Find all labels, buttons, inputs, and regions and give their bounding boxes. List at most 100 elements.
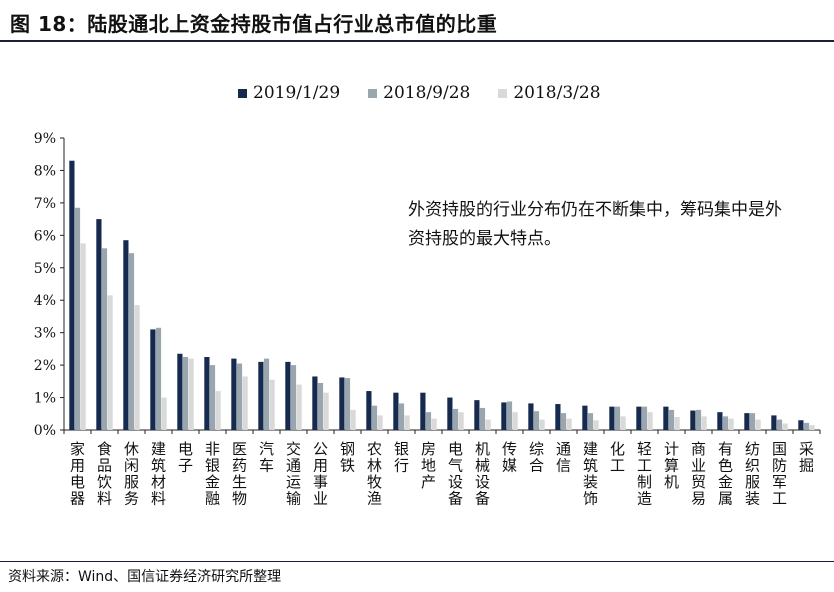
bar: [528, 403, 534, 430]
y-tick-label: 9%: [34, 131, 56, 147]
bar: [177, 353, 183, 430]
x-tick-label: 林: [367, 457, 382, 475]
y-tick-label: 1%: [34, 391, 56, 407]
x-tick-label: 合: [529, 457, 544, 475]
figure-title: 图 18：陆股通北上资金持股市值占行业总市值的比重: [10, 12, 498, 36]
x-tick-label: 械: [475, 457, 490, 475]
bar: [512, 412, 518, 430]
bar: [782, 423, 788, 430]
bar: [695, 409, 702, 430]
bar: [674, 417, 680, 430]
bar: [69, 160, 75, 430]
bar: [317, 382, 324, 430]
legend-item-series-1: 2019/1/29: [238, 80, 340, 106]
bar: [80, 243, 86, 430]
bar: [371, 405, 378, 430]
bar: [722, 416, 729, 430]
x-tick-label: 色: [718, 457, 733, 475]
x-tick-label: 传: [502, 440, 517, 458]
bar: [134, 305, 140, 430]
x-tick-label: 装: [745, 490, 760, 508]
x-tick-label: 电: [70, 473, 85, 491]
x-tick-label: 地: [421, 457, 436, 475]
x-tick-label: 输: [286, 490, 301, 508]
bar: [204, 357, 210, 430]
x-tick-label: 务: [124, 490, 139, 508]
x-tick-label: 银: [205, 457, 220, 475]
x-tick-label: 国: [772, 440, 787, 458]
bar: [587, 413, 594, 430]
bar: [474, 400, 480, 430]
bar: [377, 415, 383, 430]
x-tick-label: 算: [664, 457, 679, 475]
bar: [539, 419, 545, 430]
bar: [620, 416, 626, 430]
bar: [123, 240, 129, 430]
bar: [290, 365, 297, 430]
bar: [506, 401, 513, 430]
bar: [458, 412, 464, 430]
x-tick-label: 易: [691, 490, 706, 508]
legend-swatch-series-1: [238, 88, 247, 98]
legend-item-series-2: 2018/9/28: [368, 80, 470, 106]
x-tick-label: 信: [556, 457, 571, 475]
y-tick-label: 4%: [34, 293, 56, 309]
bar: [809, 425, 815, 430]
bar: [128, 253, 135, 430]
bar: [285, 361, 291, 430]
bar: [663, 406, 669, 430]
bar: [560, 413, 567, 430]
x-tick-label: 建: [583, 440, 598, 458]
bar: [398, 403, 405, 430]
x-tick-label: 物: [232, 490, 247, 508]
x-tick-label: 公: [313, 440, 328, 458]
y-tick-label: 3%: [34, 326, 56, 342]
x-tick-label: 事: [313, 473, 328, 491]
bar: [215, 391, 221, 430]
bar: [425, 412, 432, 430]
bar: [366, 391, 372, 430]
bar: [728, 418, 734, 430]
x-tick-label: 食: [97, 440, 112, 458]
source-note: 资料来源：Wind、国信证券经济研究所整理: [8, 569, 282, 585]
x-tick-label: 化: [610, 440, 625, 458]
chart-legend: 2019/1/29 2018/9/28 2018/3/28: [238, 80, 601, 106]
legend-swatch-series-2: [368, 88, 378, 98]
bar: [161, 397, 167, 430]
x-tick-label: 饰: [583, 490, 598, 508]
x-tick-label: 业: [313, 490, 328, 508]
x-tick-label: 有: [718, 440, 733, 458]
bar: [771, 415, 777, 430]
x-tick-label: 农: [367, 440, 382, 458]
x-tick-label: 防: [772, 457, 787, 475]
x-tick-label: 用: [313, 457, 328, 475]
bar: [236, 363, 243, 430]
x-tick-label: 业: [691, 457, 706, 475]
y-tick-label: 0%: [34, 423, 56, 439]
x-tick-label: 通: [556, 440, 571, 458]
x-tick-label: 机: [475, 440, 490, 458]
x-tick-label: 交: [286, 440, 301, 458]
x-tick-label: 媒: [502, 457, 517, 475]
x-tick-label: 装: [583, 473, 598, 491]
x-tick-label: 军: [772, 473, 787, 491]
x-tick-label: 制: [637, 473, 652, 491]
y-tick-label: 8%: [34, 163, 56, 179]
x-tick-label: 银: [394, 440, 409, 458]
bar: [533, 411, 540, 430]
x-tick-label: 设: [475, 473, 490, 491]
bar: [582, 405, 588, 430]
y-tick-label: 5%: [34, 261, 56, 277]
bar: [269, 379, 275, 430]
bar: [776, 419, 783, 430]
x-tick-label: 设: [448, 473, 463, 491]
x-tick-label: 饮: [97, 473, 112, 491]
x-tick-label: 工: [610, 457, 625, 475]
x-tick-label: 通: [286, 457, 301, 475]
x-tick-label: 工: [637, 457, 652, 475]
x-tick-label: 贸: [691, 473, 706, 491]
bar: [479, 407, 486, 430]
x-tick-label: 休: [124, 440, 139, 458]
x-tick-label: 家: [70, 440, 85, 458]
x-tick-label: 品: [97, 457, 112, 475]
